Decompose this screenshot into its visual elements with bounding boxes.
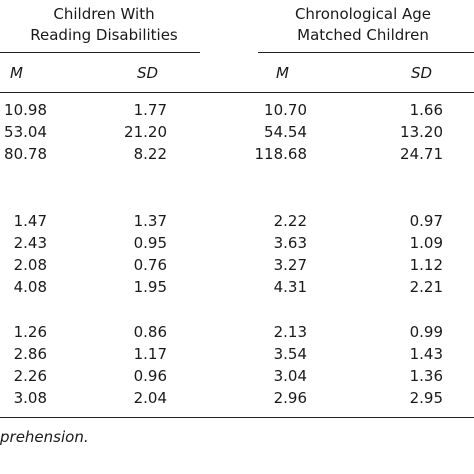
table-cell: 2.26 [13,367,47,385]
table-cell: 1.37 [133,212,167,230]
table-cell: 2.96 [273,389,307,407]
table-cell: 24.71 [400,145,443,163]
table-cell: 1.77 [133,101,167,119]
table-cell: 1.26 [13,323,47,341]
table-cell: 1.17 [133,345,167,363]
table-cell: 21.20 [124,123,167,141]
table-cell: 1.66 [409,101,443,119]
table-footnote: prehension. [0,428,89,446]
table-cell: 1.12 [409,256,443,274]
table-cell: 3.54 [273,345,307,363]
col-header-m-2: M [276,64,289,82]
table-cell: 4.08 [13,278,47,296]
table-cell: 53.04 [4,123,47,141]
table-cell: 0.97 [409,212,443,230]
table-cell: 1.09 [409,234,443,252]
table-cell: 2.86 [13,345,47,363]
table-cell: 0.99 [409,323,443,341]
table-cell: 2.43 [13,234,47,252]
table-cell: 3.04 [273,367,307,385]
group-header-line2: Matched Children [297,26,429,44]
table-cell: 8.22 [133,145,167,163]
table-cell: 2.21 [409,278,443,296]
table-cell: 1.36 [409,367,443,385]
col-header-sd-1: SD [137,64,159,82]
table-cell: 3.27 [273,256,307,274]
header-rule [0,92,474,93]
table-cell: 1.43 [409,345,443,363]
table-cell: 0.96 [133,367,167,385]
table-cell: 10.98 [4,101,47,119]
table-cell: 2.13 [273,323,307,341]
table-cell: 1.95 [133,278,167,296]
col-header-sd-2: SD [411,64,433,82]
table-cell: 80.78 [4,145,47,163]
group-header-line2: Reading Disabilities [30,26,178,44]
table-cell: 2.22 [273,212,307,230]
table-cell: 3.63 [273,234,307,252]
table-cell: 3.08 [13,389,47,407]
table-cell: 2.95 [409,389,443,407]
table-cell: 54.54 [264,123,307,141]
table-bottom-rule [0,417,474,418]
table-cell: 0.86 [133,323,167,341]
table-cell: 4.31 [273,278,307,296]
group-header-reading-disabilities: Children With Reading Disabilities [0,4,208,46]
table-cell: 10.70 [264,101,307,119]
table-cell: 2.08 [13,256,47,274]
group-header-line1: Chronological Age [294,5,432,23]
table-cell: 1.47 [13,212,47,230]
table-cell: 118.68 [254,145,308,163]
table-cell: 13.20 [400,123,443,141]
table-cell: 0.95 [133,234,167,252]
group-header-age-matched: Chronological Age Matched Children [252,4,474,46]
table-cell: 0.76 [133,256,167,274]
group-header-line1: Children With [53,5,155,23]
group-rule-right [258,52,474,53]
group-rule-left [0,52,200,53]
table-cell: 2.04 [133,389,167,407]
col-header-m-1: M [10,64,23,82]
